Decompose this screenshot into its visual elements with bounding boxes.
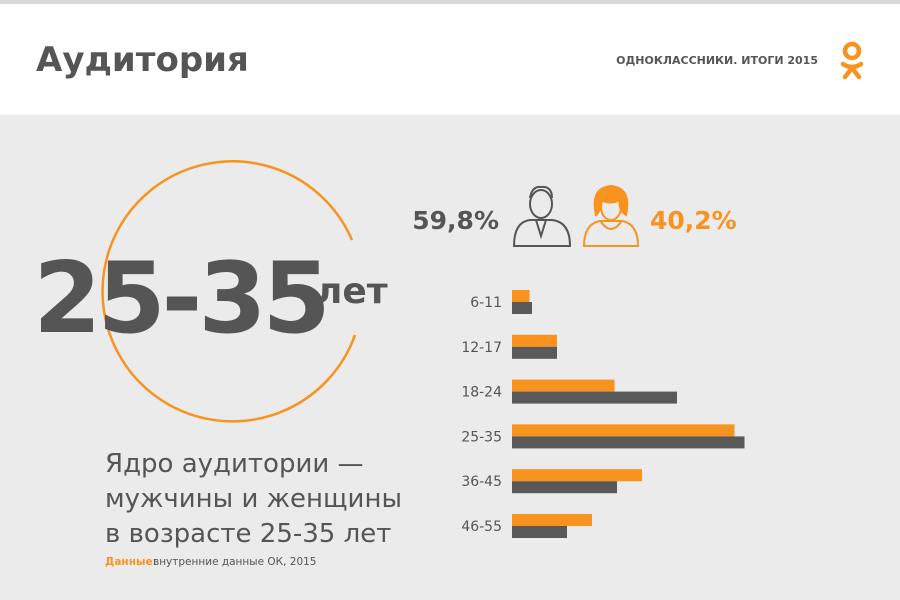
highlight-circle xyxy=(101,160,357,423)
female-icon xyxy=(582,184,640,247)
bar xyxy=(512,436,745,449)
category-label: 6-11 xyxy=(470,295,502,311)
core-age: 25-35 xyxy=(33,242,326,356)
source-text: внутренние данные ОК, 2015 xyxy=(153,556,317,568)
male-icon xyxy=(512,185,572,247)
bar xyxy=(512,424,735,437)
bar xyxy=(512,391,677,404)
bar xyxy=(512,481,617,494)
bar xyxy=(512,346,557,359)
description-line: мужчины и женщины xyxy=(105,484,402,514)
category-label: 12-17 xyxy=(461,340,502,356)
category-label: 36-45 xyxy=(461,474,502,490)
brand: ОДНОКЛАССНИКИ. ИТОГИ 2015 xyxy=(616,54,818,67)
bar xyxy=(512,379,615,392)
source-label: Данные: xyxy=(105,556,157,568)
description-line: в возрасте 25-35 лет xyxy=(105,519,391,549)
category-label: 25-35 xyxy=(461,429,502,445)
core-unit: лет xyxy=(316,271,388,312)
category-label: 46-55 xyxy=(461,519,502,535)
male-share: 59,8% xyxy=(412,206,499,235)
page-title: Аудитория xyxy=(36,40,249,80)
bar xyxy=(512,514,592,526)
bar xyxy=(512,290,530,302)
content-bg xyxy=(0,115,900,600)
age-chart: 6-11 12-17 18-24 25-35 36-45 46-55 xyxy=(461,290,745,538)
female-share: 40,2% xyxy=(650,206,737,235)
bar xyxy=(512,302,532,314)
category-label: 18-24 xyxy=(461,385,502,401)
top-rule xyxy=(0,0,900,4)
bar xyxy=(512,469,642,482)
description-line: Ядро аудитории — xyxy=(105,449,364,479)
bar xyxy=(512,526,567,538)
bar xyxy=(512,334,557,347)
description: Ядро аудитории — мужчины и женщины в возра… xyxy=(105,449,402,549)
ok-logo xyxy=(840,41,864,80)
